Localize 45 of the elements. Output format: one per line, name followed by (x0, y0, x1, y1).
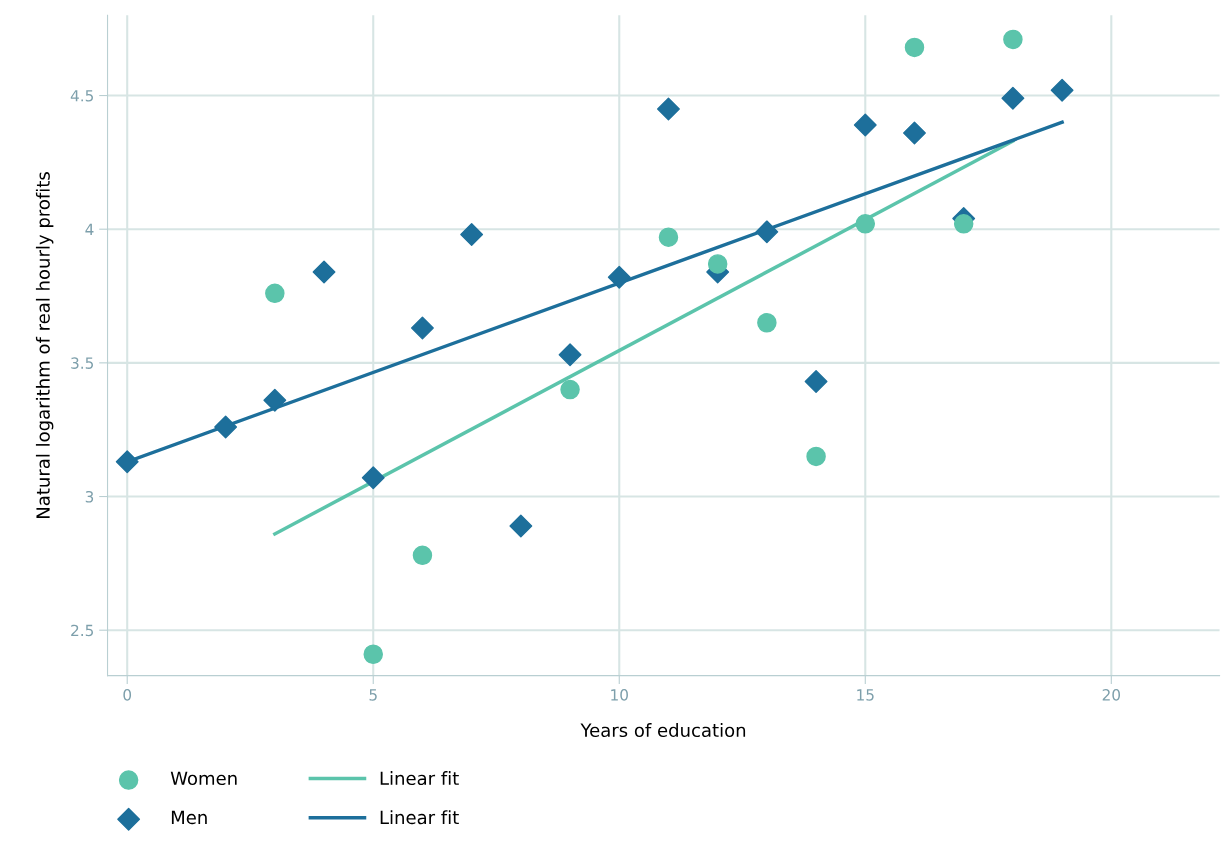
point (757, 313, 777, 333)
y-tick-label: 3.5 (71, 357, 94, 369)
legend-label: Men (171, 810, 207, 825)
point (1001, 86, 1025, 110)
point (903, 121, 926, 145)
point (363, 644, 383, 664)
x-tick-label: 5 (369, 689, 377, 701)
legend-label: Linear fit (380, 810, 459, 825)
point (657, 97, 680, 121)
point (115, 450, 139, 474)
point (1003, 29, 1023, 50)
point (658, 227, 679, 247)
point (707, 254, 728, 274)
point (804, 370, 828, 394)
point (312, 260, 336, 284)
point (265, 283, 285, 304)
legend-label: Women (170, 771, 237, 786)
point (460, 223, 484, 246)
point (755, 220, 779, 244)
point (263, 388, 287, 412)
legend-label: Linear fit (380, 771, 459, 786)
point (560, 379, 580, 400)
point (412, 545, 433, 566)
x-tick-label: 10 (611, 689, 628, 701)
point (1050, 78, 1074, 102)
x-tick-label: 15 (857, 689, 874, 701)
point (953, 214, 974, 234)
y-tick-label: 3 (85, 490, 94, 503)
x-axis-title: Years of education (580, 723, 746, 738)
point (904, 37, 925, 58)
point (410, 316, 434, 340)
point (558, 343, 582, 367)
point (361, 466, 385, 490)
y-tick-label: 2.5 (71, 624, 94, 637)
y-tick-label: 4 (85, 223, 94, 235)
y-axis-title: Natural logarithm of real hourly profits (35, 172, 54, 518)
x-tick-label: 20 (1102, 689, 1121, 701)
point (806, 446, 826, 467)
x-tick-label: 0 (123, 689, 132, 701)
y-tick-label: 4.5 (70, 90, 94, 102)
point (853, 113, 877, 137)
point (214, 415, 238, 439)
point (855, 214, 876, 234)
point (509, 514, 533, 538)
point (607, 265, 631, 289)
